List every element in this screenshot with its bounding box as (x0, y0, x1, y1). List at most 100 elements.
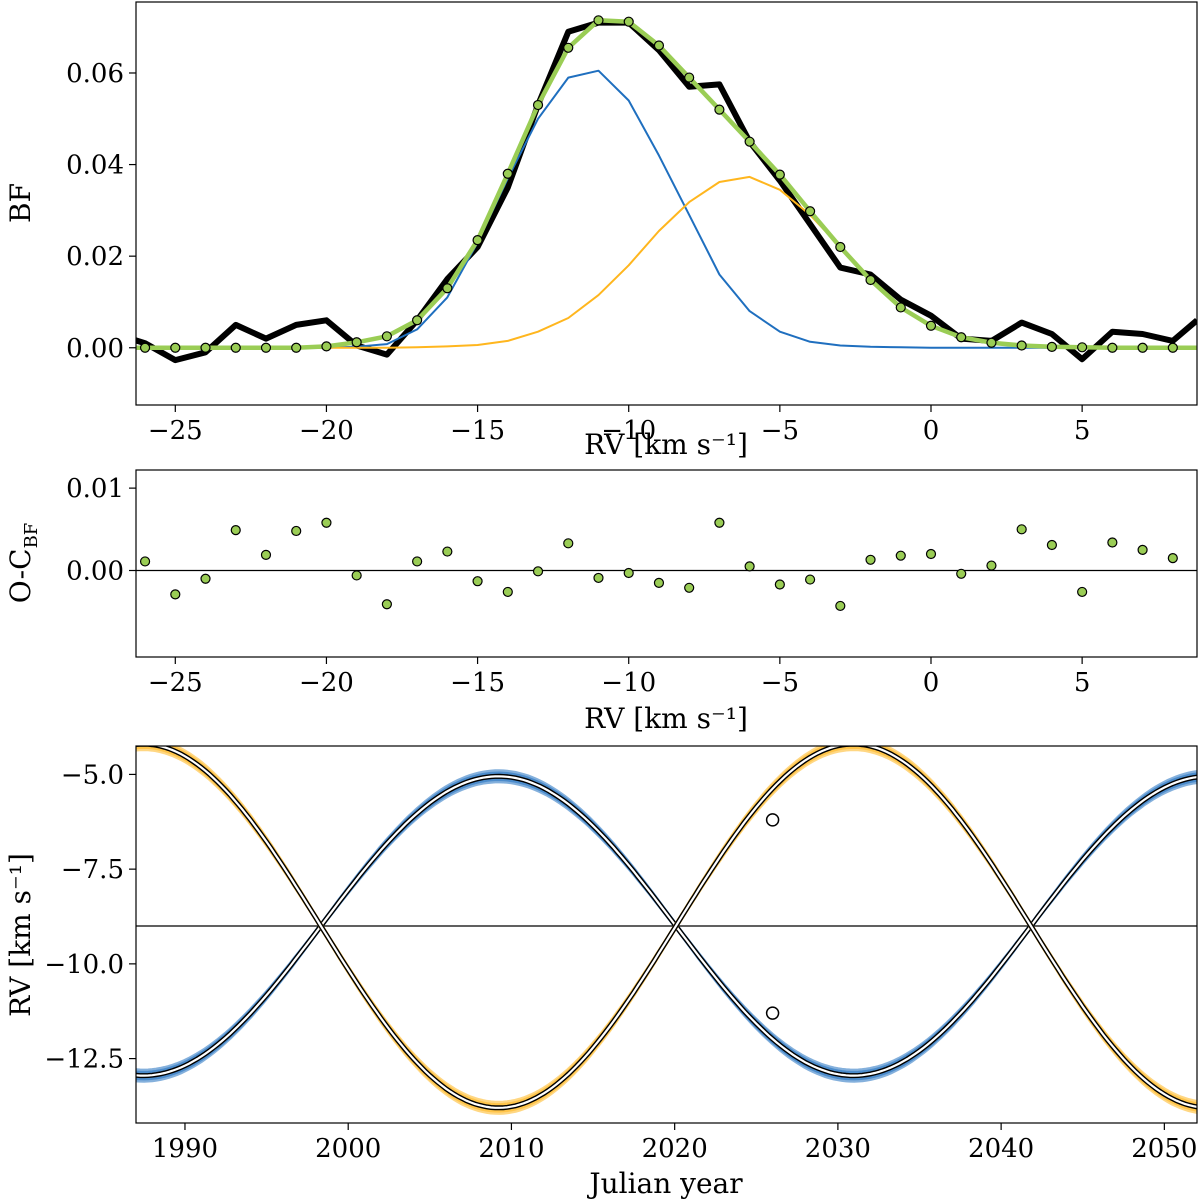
orbit-component-orange-curve (153, 746, 1197, 1109)
bf-x-tick-label: 0 (923, 416, 940, 446)
orbit-observation-point (765, 813, 780, 827)
bf-fit-marker (804, 206, 816, 217)
bf-fit-marker (321, 341, 332, 352)
residual-point (925, 548, 937, 560)
bf-fit-marker (1107, 342, 1118, 353)
residual-point (1016, 524, 1027, 535)
bf-x-tick-label: −5 (761, 416, 799, 446)
bf-fit-marker (744, 136, 755, 147)
residual-x-tick-label: 0 (923, 668, 940, 698)
bf-component-blue-line (136, 69, 1197, 349)
bf-y-tick-label: 0.06 (66, 59, 124, 89)
residual-point (744, 561, 755, 572)
residual-y-tick-label: 0.01 (66, 474, 124, 504)
orbit-x-tick-label: 2000 (315, 1134, 381, 1164)
bf-fit-marker (139, 342, 151, 353)
bf-fit-line (136, 18, 1197, 351)
bf-fit-marker (865, 274, 876, 286)
residual-point (865, 554, 876, 565)
bf-fit-marker (623, 16, 634, 27)
residual-point (593, 572, 604, 584)
bf-x-tick-label: −10 (601, 416, 656, 446)
residual-point (532, 566, 544, 577)
residual-series-group (136, 517, 1197, 612)
orbit-x-tick-label: 2010 (478, 1134, 544, 1164)
bf-fit-marker (593, 15, 604, 26)
bf-y-axis-label: BF (4, 183, 37, 223)
residual-y-axis-label-main: O-C (4, 548, 37, 603)
bf-fit-marker (260, 342, 272, 353)
residual-point (804, 574, 816, 585)
panel-residuals: −25 −20 −15 −10 −5 0 5 0.00 0.01 O-CBF RV [km s⁻… (4, 469, 1198, 735)
residual-x-tick-label: −20 (299, 668, 354, 698)
bf-fit-marker (956, 332, 967, 343)
bf-fit-marker (170, 342, 181, 353)
bf-fit-marker (381, 331, 392, 342)
bf-y-tick-label: 0.00 (66, 334, 124, 364)
bf-fit-marker (774, 169, 785, 180)
residual-x-tick-label: −10 (601, 668, 656, 698)
residual-point (1077, 586, 1088, 598)
bf-observed-line (136, 19, 1197, 364)
residual-x-tick-label: −15 (450, 668, 505, 698)
residual-x-axis-label: RV [km s⁻¹] (584, 702, 748, 735)
bf-fit-marker (835, 241, 846, 253)
orbit-x-axis-label: Julian year (586, 1167, 743, 1200)
bf-fit-marker (502, 168, 513, 179)
residual-point (321, 517, 332, 528)
residual-point (502, 586, 513, 598)
orbit-y-tick-label: −7.5 (61, 855, 124, 885)
bf-fit-marker (291, 342, 302, 353)
bf-fit-marker (895, 302, 906, 313)
orbit-ticks: 1990 2000 2010 2020 2030 2040 2050 −5.0 −7.5 −10.… (44, 760, 1197, 1164)
orbit-x-tick-label: 1990 (152, 1134, 218, 1164)
residual-point (351, 570, 362, 581)
residual-point (623, 567, 634, 579)
orbit-x-tick-label: 2020 (642, 1134, 708, 1164)
panel-bf: −25 −20 −15 −10 −5 0 5 0.00 0.02 0.04 0.06 BF RV [… (4, 1, 1198, 461)
residual-point (1046, 539, 1058, 551)
bf-fit-marker (351, 337, 362, 348)
bf-fit-marker (200, 342, 211, 353)
orbit-x-tick-label: 2030 (805, 1134, 871, 1164)
residual-point (200, 573, 211, 584)
bf-fit-marker (1016, 340, 1027, 351)
orbit-observation-point (765, 1006, 780, 1020)
residual-point (956, 568, 967, 579)
bf-y-tick-label: 0.04 (66, 151, 124, 181)
residual-point (714, 517, 725, 528)
bf-fit-marker (472, 235, 483, 246)
bf-fit-marker (1046, 341, 1058, 352)
residual-point (139, 556, 151, 567)
bf-x-tick-label: −15 (450, 416, 505, 446)
orbit-y-tick-label: −12.5 (44, 1045, 124, 1075)
orbit-x-tick-label: 2040 (968, 1134, 1034, 1164)
orbit-series-group (136, 746, 1197, 1115)
bf-fit-marker (1137, 342, 1148, 353)
residual-point (230, 525, 241, 536)
residual-point (653, 577, 665, 588)
bf-fit-marker (653, 40, 665, 51)
bf-fit-marker (412, 315, 423, 326)
residual-point (986, 560, 997, 571)
residual-point (412, 556, 423, 567)
residual-ticks: −25 −20 −15 −10 −5 0 5 0.00 0.01 (66, 474, 1090, 698)
bf-fit-marker (925, 320, 937, 331)
residual-y-axis-label-sub: BF (21, 523, 42, 549)
residual-point (895, 550, 906, 561)
orbit-y-axis-label: RV [km s⁻¹] (4, 853, 37, 1017)
residual-point (291, 525, 302, 537)
bf-fit-marker (684, 72, 695, 83)
bf-fit-marker (1167, 342, 1178, 353)
residual-x-tick-label: 5 (1074, 668, 1091, 698)
residual-point (442, 546, 453, 557)
bf-fit-marker (714, 104, 725, 115)
residual-point (835, 600, 846, 612)
bf-series-group (136, 15, 1197, 364)
bf-x-tick-label: −25 (148, 416, 203, 446)
residual-point (381, 599, 392, 610)
bf-x-tick-label: −20 (299, 416, 354, 446)
bf-fit-marker (563, 42, 574, 53)
bf-plot-frame (135, 1, 1198, 406)
